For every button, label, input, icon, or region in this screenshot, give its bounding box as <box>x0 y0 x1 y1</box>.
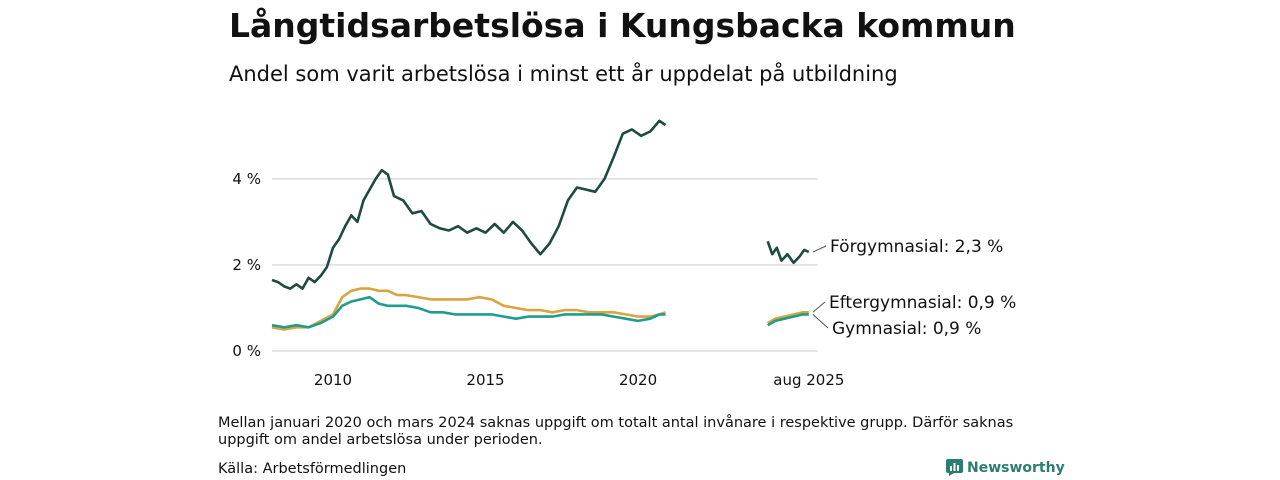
newsworthy-icon <box>946 459 963 476</box>
x-tick-label: 2015 <box>466 371 504 389</box>
y-tick-label: 2 % <box>232 256 261 274</box>
brand-logo: Newsworthy <box>946 459 1065 476</box>
label-connector <box>812 314 829 329</box>
series-label-gymnasial: Gymnasial: 0,9 % <box>832 319 981 339</box>
footnote: Mellan januari 2020 och mars 2024 saknas… <box>218 415 1014 448</box>
series-label-forgymnasial: Förgymnasial: 2,3 % <box>830 237 1003 257</box>
x-tick-label: aug 2025 <box>773 371 844 389</box>
series-line-forgymnasial <box>271 119 667 290</box>
series-line-eftergymnasial <box>767 311 809 325</box>
series-line-forgymnasial <box>766 240 810 265</box>
chart-title: Långtidsarbetslösa i Kungsbacka kommun <box>229 6 1016 45</box>
series-line-gymnasial <box>767 313 809 327</box>
brand-name: Newsworthy <box>967 459 1065 476</box>
label-connector <box>812 245 827 253</box>
x-tick-label: 2010 <box>314 371 352 389</box>
label-connector <box>812 301 826 313</box>
series-line-eftergymnasial <box>271 287 666 331</box>
series-label-eftergymnasial: Eftergymnasial: 0,9 % <box>829 293 1016 313</box>
series-line-gymnasial <box>271 295 666 329</box>
x-tick-label: 2020 <box>619 371 657 389</box>
source-text: Källa: Arbetsförmedlingen <box>218 461 407 477</box>
y-tick-label: 4 % <box>232 170 261 188</box>
y-tick-label: 0 % <box>232 342 261 360</box>
chart-subtitle: Andel som varit arbetslösa i minst ett å… <box>229 62 898 86</box>
